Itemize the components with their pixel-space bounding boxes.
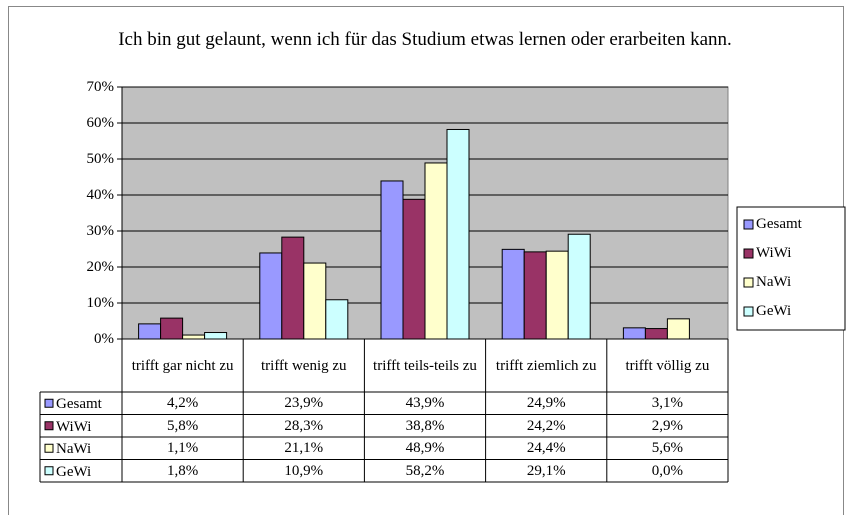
data-table-value: 24,2% [526,417,566,434]
category-label: trifft wenig zu [261,357,347,374]
data-table-value: 23,9% [284,395,324,412]
data-table-value: 24,9% [526,395,566,412]
bar [501,248,525,340]
legend-key [743,277,754,288]
data-table-value: 4,2% [166,395,199,412]
bar [545,250,569,340]
legend-key [44,466,54,476]
y-tick-label: 50% [86,151,115,167]
data-table-value: 48,9% [405,440,445,457]
data-table-value: 2,9% [651,417,684,434]
legend-label: Gesamt [756,216,802,232]
bar [204,332,228,340]
data-table-value: 43,9% [405,395,445,412]
y-tick-label: 40% [86,187,115,203]
category-label: trifft ziemlich zu [495,357,597,374]
category-label: trifft teils-teils zu [373,357,477,374]
bar [281,236,305,340]
legend-label: GeWi [756,303,792,319]
series-label: Gesamt [56,396,102,412]
data-table-value: 0,0% [651,462,684,479]
data-table-value: 10,9% [284,462,324,479]
data-table-value: 38,8% [405,417,445,434]
bar [424,162,448,340]
legend-label: WiWi [756,245,792,261]
series-label: NaWi [56,441,92,457]
legend-key [743,219,754,230]
y-tick-label: 60% [86,115,115,131]
legend-key [44,421,54,431]
category-label: trifft völlig zu [625,357,710,374]
y-tick-label: 20% [86,259,115,275]
y-tick-label: 30% [86,223,115,239]
bar [303,262,327,340]
chart-title: Ich bin gut gelaunt, wenn ich für das St… [118,29,732,50]
bar [666,318,690,340]
bar [138,323,162,340]
series-label: GeWi [56,463,92,480]
bar [523,251,547,340]
legend [736,206,846,331]
bar [644,328,668,340]
bar [160,317,184,340]
bar [567,233,591,340]
data-table-value: 29,1% [526,462,566,479]
data-table-value: 58,2% [405,462,445,479]
y-tick-label: 0% [94,331,114,347]
data-table-value: 5,8% [166,417,199,434]
bar [380,180,404,340]
bar [446,128,470,340]
legend-key [44,398,54,408]
data-table-value: 3,1% [651,395,684,412]
data-table-value: 28,3% [284,417,324,434]
legend-label: NaWi [756,274,792,290]
bar [325,299,349,340]
y-tick-label: 10% [86,295,115,311]
data-table-value: 1,1% [166,440,199,457]
data-table-value: 1,8% [166,462,199,479]
data-table-value: 21,1% [284,440,324,457]
bar [259,252,283,340]
bar [402,198,426,340]
category-label: trifft gar nicht zu [131,357,234,374]
y-tick-label: 70% [86,79,115,95]
legend-key [743,306,754,317]
series-label: WiWi [56,418,92,435]
legend-key [743,248,754,259]
bar [622,327,646,340]
data-table-value: 24,4% [526,440,566,457]
data-table-value: 5,6% [651,440,684,457]
legend-key [44,443,54,453]
